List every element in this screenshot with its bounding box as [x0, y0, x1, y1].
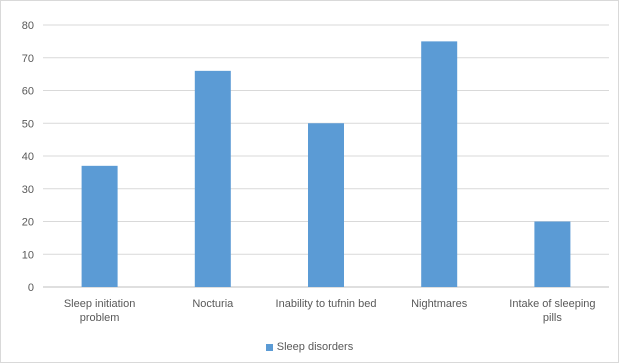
x-tick-label: Nocturia	[192, 298, 234, 310]
bar-chart: 0 10 20 30 40 50 60 70 80 Sleep initiation proble…	[22, 20, 609, 324]
x-tick-label: Sleep initiation problem	[64, 298, 136, 324]
bar	[81, 165, 118, 287]
bars	[81, 41, 571, 287]
y-tick-label: 40	[22, 151, 34, 163]
bar	[308, 123, 344, 287]
legend-swatch	[265, 343, 273, 351]
y-tick-label: 30	[22, 184, 34, 196]
y-tick-label: 60	[22, 86, 34, 98]
bar	[421, 41, 458, 287]
bar	[534, 221, 571, 287]
x-axis-ticks: Sleep initiation problem Nocturia Inability…	[64, 298, 596, 324]
y-axis-ticks: 0 10 20 30 40 50 60 70 80	[22, 20, 34, 294]
y-tick-label: 0	[28, 282, 34, 294]
x-tick-label: Nightmares	[411, 298, 468, 310]
legend-label: Sleep disorders	[276, 341, 354, 353]
y-tick-label: 70	[22, 53, 34, 65]
y-tick-label: 20	[22, 217, 34, 229]
x-tick-label: Inability to tufnin bed	[276, 298, 377, 310]
y-tick-label: 10	[22, 249, 34, 261]
y-tick-label: 50	[22, 118, 34, 130]
y-tick-label: 80	[22, 20, 34, 32]
legend: Sleep disorders	[1, 341, 618, 353]
bar	[194, 70, 231, 287]
x-tick-label: Intake of sleeping pills	[509, 298, 595, 324]
